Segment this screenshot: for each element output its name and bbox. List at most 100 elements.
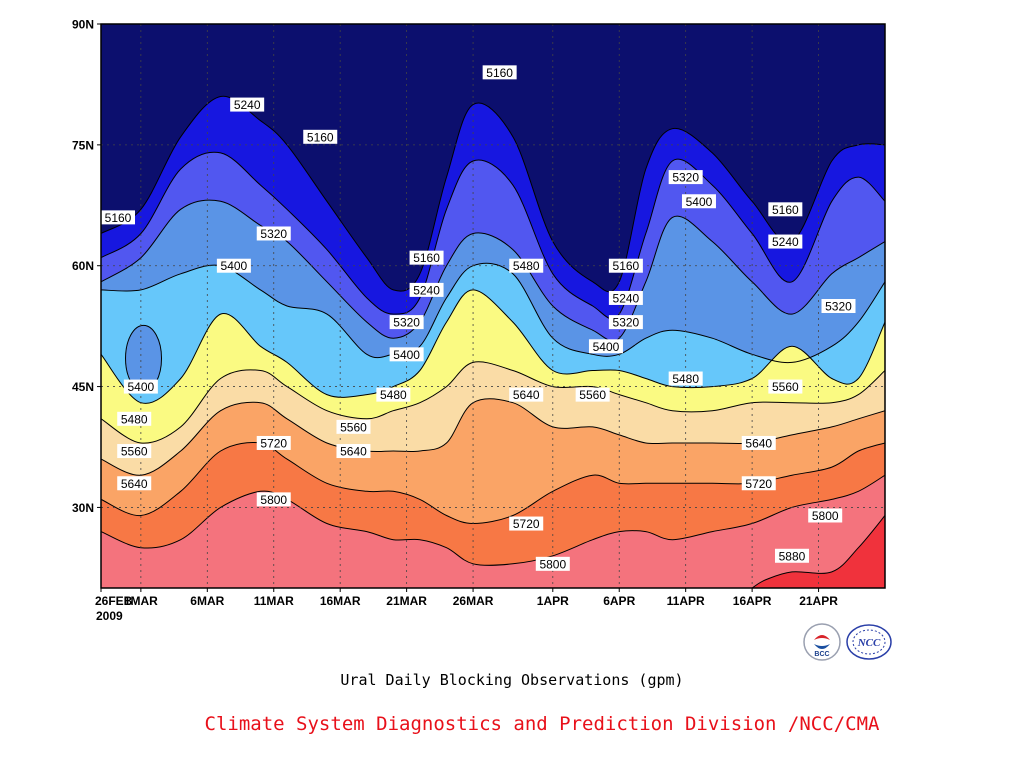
contour-label-5560: 5560	[121, 445, 148, 459]
contour-label-5400: 5400	[128, 380, 155, 394]
contour-label-5800: 5800	[260, 493, 287, 507]
contour-label-bg	[389, 315, 424, 330]
y-tick-label: 75N	[72, 138, 94, 152]
contour-label-bg	[117, 476, 152, 491]
contour-label-5720: 5720	[260, 436, 287, 450]
contour-line-5160	[101, 95, 885, 293]
svg-text:BCC: BCC	[814, 651, 829, 658]
contour-label-bg	[509, 258, 544, 273]
contour-label-5480: 5480	[672, 372, 699, 386]
contour-label-5160: 5160	[613, 259, 640, 273]
contour-label-bg	[101, 210, 135, 225]
contour-label-bg	[588, 339, 623, 354]
y-tick-label: 45N	[72, 380, 94, 394]
contour-label-5800: 5800	[539, 557, 566, 571]
contour-label-bg	[123, 379, 158, 394]
x-tick-label: 21MAR	[386, 594, 427, 608]
contour-label-5320: 5320	[393, 316, 420, 330]
contour-labels: 5160 5240 5160 5320 5400 5400 5480 5560 5640 5720…	[101, 65, 856, 571]
contour-line-5800	[101, 474, 885, 566]
contour-label-5800: 5800	[812, 509, 839, 523]
contour-label-5640: 5640	[513, 388, 540, 402]
x-tick-label: 26MAR	[453, 594, 494, 608]
x-tick-label: 11APR	[667, 594, 705, 608]
contour-label-bg	[768, 202, 803, 217]
contour-label-bg	[117, 411, 152, 426]
contour-label-bg	[256, 226, 291, 241]
x-tick-label: 6MAR	[190, 594, 224, 608]
contour-label-5480: 5480	[513, 259, 540, 273]
contour-label-5400: 5400	[593, 340, 620, 354]
contour-label-bg	[409, 250, 444, 265]
contour-label-5160: 5160	[413, 251, 440, 265]
contour-label-bg	[608, 290, 643, 305]
contour-label-5400: 5400	[393, 348, 420, 362]
contour-line-5880	[751, 515, 885, 588]
contour-label-bg	[303, 129, 338, 144]
plot-frame	[100, 23, 886, 589]
contour-label-bg	[741, 476, 776, 491]
x-tick-label: 21APR	[799, 594, 838, 608]
contour-line-5320	[101, 199, 885, 342]
contour-label-bg	[216, 258, 251, 273]
contour-label-bg	[482, 65, 517, 80]
contour-line-5480	[101, 289, 885, 404]
contour-label-5320: 5320	[825, 300, 852, 314]
contour-label-bg	[117, 444, 152, 459]
chart-title: Ural Daily Blocking Observations (gpm)	[340, 671, 684, 689]
contour-label-bg	[668, 371, 703, 386]
contour-label-5480: 5480	[121, 412, 148, 426]
contour-label-bg	[535, 556, 570, 571]
contour-label-5160: 5160	[772, 203, 799, 217]
contour-label-bg	[509, 387, 544, 402]
contour-label-5320: 5320	[260, 227, 287, 241]
svg-text:NCC: NCC	[857, 637, 881, 649]
contour-label-bg	[230, 97, 265, 112]
contour-label-bg	[774, 548, 809, 563]
x-tick-label: 1APR	[537, 594, 569, 608]
contour-label-bg	[608, 258, 643, 273]
band-above-5800	[101, 475, 885, 588]
contour-label-5320: 5320	[672, 171, 699, 185]
band-above-5880	[752, 515, 885, 588]
contour-line-5400	[101, 262, 885, 364]
footer-credit: Climate System Diagnostics and Predictio…	[204, 713, 880, 735]
contour-label-bg	[509, 516, 544, 531]
grid-lines	[101, 24, 885, 588]
contour-label-5480: 5480	[380, 388, 407, 402]
contour-label-5640: 5640	[340, 445, 367, 459]
contour-label-5240: 5240	[413, 283, 440, 297]
contour-label-5640: 5640	[121, 477, 148, 491]
contour-label-bg	[409, 282, 444, 297]
x-tick-label: 26FEB	[95, 594, 133, 608]
contour-bands	[101, 24, 885, 588]
contour-label-5720: 5720	[513, 517, 540, 531]
contour-label-bg	[668, 170, 703, 185]
contour-label-5880: 5880	[779, 549, 806, 563]
contour-label-bg	[741, 435, 776, 450]
contour-label-bg	[808, 508, 843, 523]
contour-label-bg	[608, 315, 643, 330]
contour-label-bg	[768, 379, 803, 394]
y-axis-ticks: 30N 45N 60N 75N 90N	[72, 18, 101, 515]
contour-label-bg	[389, 347, 424, 362]
contour-label-5320: 5320	[613, 316, 640, 330]
contour-label-5400: 5400	[221, 259, 248, 273]
contour-label-bg	[336, 444, 371, 459]
contour-label-bg	[376, 387, 411, 402]
x-tick-label: 16MAR	[320, 594, 361, 608]
contour-label-5400: 5400	[686, 195, 713, 209]
x-tick-label: 6APR	[603, 594, 635, 608]
ncc-logo: NCC	[845, 622, 893, 662]
contour-label-5160: 5160	[486, 66, 513, 80]
contour-label-5240: 5240	[772, 235, 799, 249]
contour-label-bg	[768, 234, 803, 249]
x-axis-year-label: 2009	[96, 609, 123, 623]
contour-label-5720: 5720	[745, 477, 772, 491]
x-tick-label: 1MAR	[124, 594, 158, 608]
contour-label-5240: 5240	[234, 98, 261, 112]
contour-label-5160: 5160	[307, 130, 334, 144]
contour-label-bg	[256, 435, 291, 450]
